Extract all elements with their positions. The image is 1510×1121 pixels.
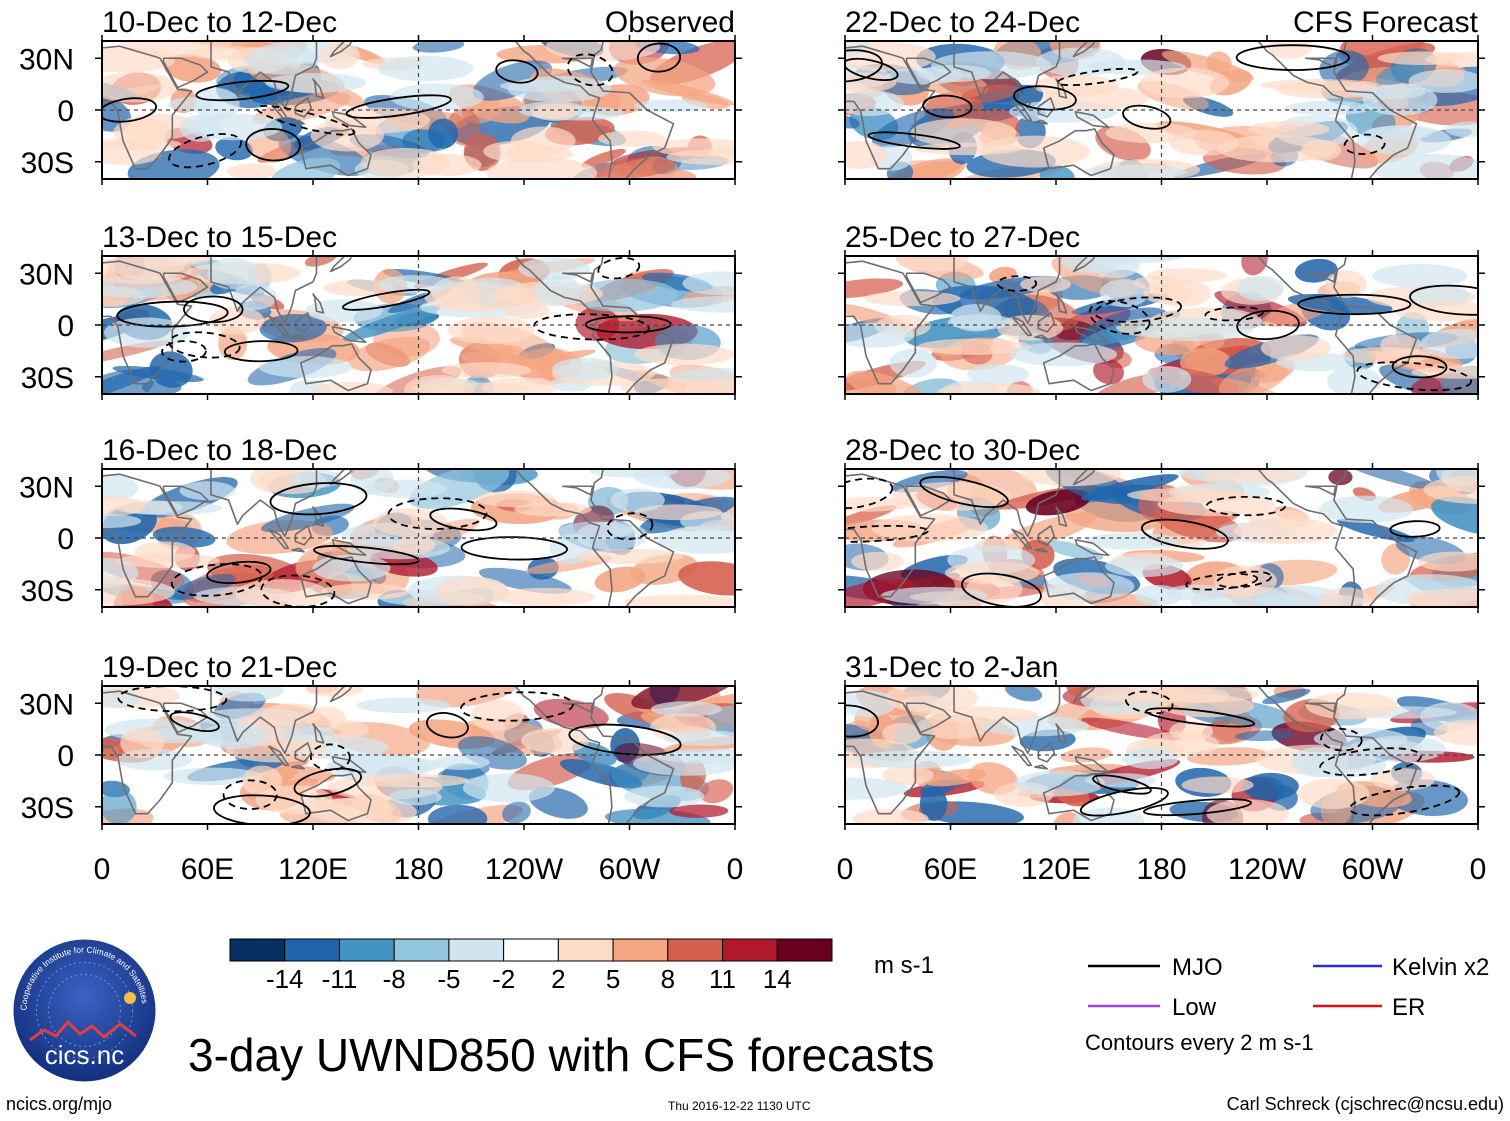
panel-title: 22-Dec to 24-Dec <box>845 6 1080 39</box>
lon-tick-label: 120W <box>485 853 564 886</box>
lat-tick-label: 30N <box>19 43 74 76</box>
logo-text: cics.nc <box>45 1040 124 1070</box>
colorbar-box <box>667 938 724 962</box>
colorbar-box <box>722 938 778 962</box>
map-panel: 10-Dec to 12-Dec Observed 30N 0 30S <box>19 6 742 185</box>
map-panel: 19-Dec to 21-Dec 30N 0 30S 0 60E 120E 180 120W 60… <box>19 651 744 886</box>
colorbar-tick-label: 2 <box>551 964 565 994</box>
panel-title: 28-Dec to 30-Dec <box>845 434 1080 467</box>
lat-tick-label: 30N <box>19 258 74 291</box>
colorbar-box <box>503 938 559 962</box>
colorbar-box <box>557 938 614 962</box>
lon-tick-label: 60W <box>599 853 661 886</box>
colorbar-tick-label: -11 <box>322 964 358 994</box>
colorbar-box <box>338 938 395 962</box>
lon-tick-label: 180 <box>393 853 443 886</box>
footer-url: ncics.org/mjo <box>6 1094 113 1114</box>
colorbar-units: m s-1 <box>874 952 934 979</box>
colorbar-tick-label: -5 <box>437 964 460 994</box>
footer-timestamp: Thu 2016-12-22 1130 UTC <box>668 1099 811 1113</box>
lat-tick-label: 0 <box>57 523 74 556</box>
map-panel: 28-Dec to 30-Dec <box>838 434 1485 613</box>
footer-author: Carl Schreck (cjschrec@ncsu.edu) <box>1226 1094 1504 1114</box>
panel-title: 10-Dec to 12-Dec <box>102 6 337 39</box>
lon-tick-label: 0 <box>837 853 854 886</box>
lon-tick-label: 120W <box>1228 853 1307 886</box>
legend-label: ER <box>1392 994 1425 1021</box>
lon-tick-label: 0 <box>94 853 111 886</box>
panel-title: 25-Dec to 27-Dec <box>845 221 1080 254</box>
lat-tick-label: 0 <box>57 740 74 773</box>
panel-title: 13-Dec to 15-Dec <box>102 221 337 254</box>
legend-label: MJO <box>1172 954 1223 981</box>
colorbar-tick-label: -8 <box>383 964 406 994</box>
lon-tick-label: 120E <box>278 853 348 886</box>
lat-tick-label: 0 <box>57 95 74 128</box>
map-panel: 16-Dec to 18-Dec 30N 0 30S <box>19 434 742 613</box>
lat-tick-label: 30S <box>21 792 74 825</box>
lon-tick-label: 60E <box>924 853 977 886</box>
colorbar-box <box>229 938 286 962</box>
map-panel: 31-Dec to 2-Jan 0 60E 120E 180 120W 60W 0 <box>837 651 1487 886</box>
figure-title: 3-day UWND850 with CFS forecasts <box>188 1029 935 1081</box>
legend-item: Kelvin x2 <box>1313 954 1489 981</box>
colorbar-tick-label: 14 <box>763 964 792 994</box>
lat-tick-label: 30S <box>21 362 74 395</box>
panel-title: 19-Dec to 21-Dec <box>102 651 337 684</box>
colorbar-tick-label: 8 <box>661 964 675 994</box>
map-panel: 22-Dec to 24-Dec CFS Forecast <box>838 6 1485 185</box>
colorbar-box <box>393 938 450 962</box>
colorbar-box <box>284 938 340 962</box>
lon-tick-label: 120E <box>1021 853 1091 886</box>
legend-label: Kelvin x2 <box>1392 954 1489 981</box>
lat-tick-label: 30S <box>21 575 74 608</box>
lon-tick-label: 60E <box>181 853 234 886</box>
colorbar-tick-label: -2 <box>492 964 515 994</box>
lon-tick-label: 60W <box>1342 853 1404 886</box>
colorbar-box <box>612 938 669 962</box>
lat-tick-label: 30S <box>21 147 74 180</box>
colorbar-tick-label: 5 <box>606 964 620 994</box>
colorbar-tick-label: 11 <box>709 964 736 994</box>
lat-tick-label: 0 <box>57 310 74 343</box>
panel-title: 31-Dec to 2-Jan <box>845 651 1058 684</box>
colorbar: -14 -11 -8 -5 -2 2 5 8 11 14 <box>229 938 833 994</box>
column-label: Observed <box>605 6 735 39</box>
lat-tick-label: 30N <box>19 471 74 504</box>
legend-item: ER <box>1313 994 1425 1021</box>
contour-note: Contours every 2 m s-1 <box>1085 1030 1314 1055</box>
cics-logo: Cooperative Institute for Climate and Sa… <box>13 939 156 1082</box>
colorbar-box <box>448 938 505 962</box>
map-panel: 13-Dec to 15-Dec 30N 0 30S <box>19 221 742 400</box>
panel-title: 16-Dec to 18-Dec <box>102 434 337 467</box>
lon-tick-label: 0 <box>727 853 744 886</box>
legend-item: MJO <box>1088 954 1223 981</box>
colorbar-tick-label: -14 <box>266 964 304 994</box>
lat-tick-label: 30N <box>19 688 74 721</box>
lon-tick-label: 0 <box>1470 853 1487 886</box>
map-panel: 25-Dec to 27-Dec <box>838 221 1485 400</box>
colorbar-box <box>776 938 833 962</box>
legend-item: Low <box>1088 994 1217 1021</box>
lon-tick-label: 180 <box>1136 853 1186 886</box>
legend-label: Low <box>1172 994 1217 1021</box>
column-label: CFS Forecast <box>1293 6 1479 39</box>
